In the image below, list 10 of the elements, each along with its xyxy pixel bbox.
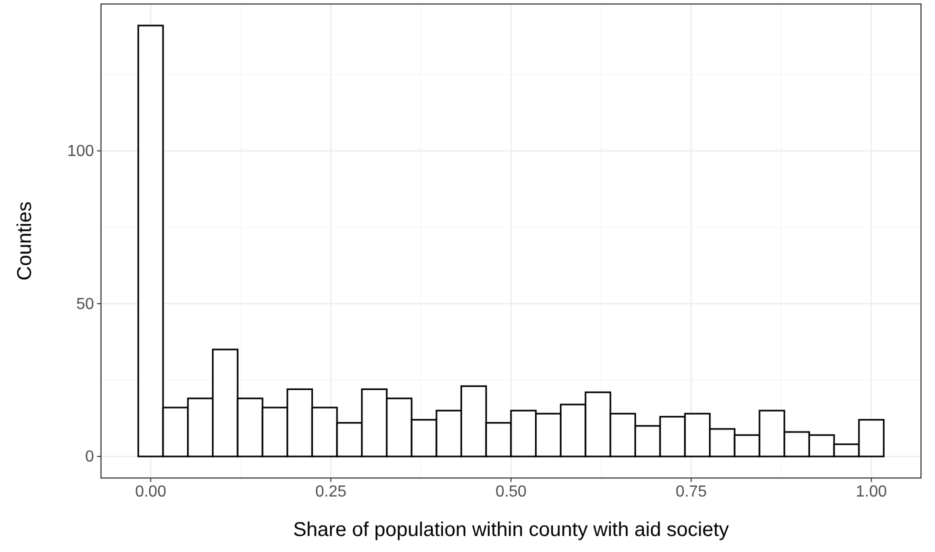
y-tick-label: 50 xyxy=(76,296,94,313)
y-axis-title: Counties xyxy=(14,202,36,280)
x-tick-label: 1.00 xyxy=(856,483,888,500)
x-tick-label: 0.25 xyxy=(315,483,346,500)
y-tick-label: 100 xyxy=(67,142,94,160)
x-axis-title: Share of population within county with aid society xyxy=(293,519,729,541)
x-tick-label: 0.75 xyxy=(676,483,707,500)
x-tick-label: 0.00 xyxy=(135,483,166,500)
x-tick-label: 0.50 xyxy=(495,483,527,500)
y-tick-label: 0 xyxy=(85,448,94,466)
